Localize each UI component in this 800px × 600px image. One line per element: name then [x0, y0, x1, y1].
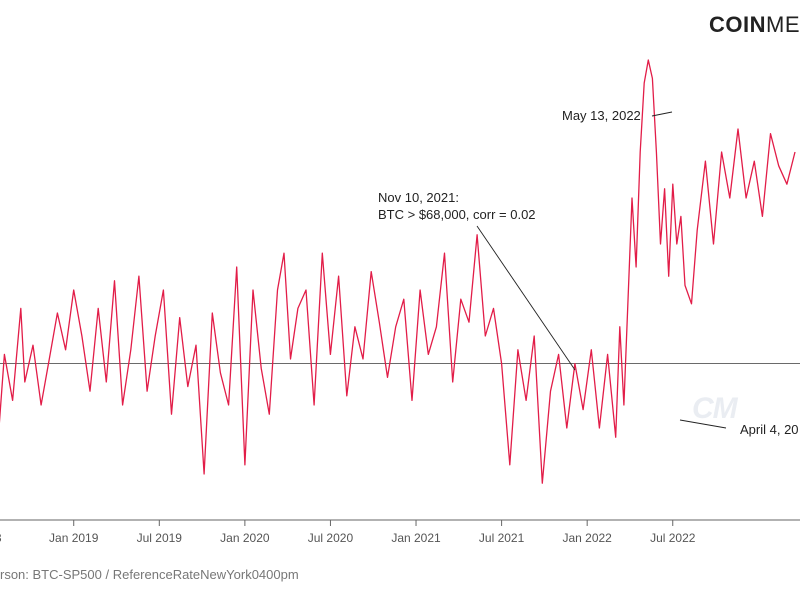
- annotation-peak: May 13, 2022: [562, 108, 641, 125]
- chart-container: 2018 Jan 2019 Jul 2019 Jan 2020 Jul 2020 Jan …: [0, 0, 800, 600]
- watermark: CM: [692, 392, 737, 426]
- correlation-line-chart: 2018 Jan 2019 Jul 2019 Jan 2020 Jul 2020 Jan …: [0, 0, 800, 600]
- svg-text:Jan 2022: Jan 2022: [562, 531, 612, 545]
- svg-text:Jan 2020: Jan 2020: [220, 531, 270, 545]
- svg-text:Jul 2019: Jul 2019: [137, 531, 183, 545]
- svg-text:Jul 2020: Jul 2020: [308, 531, 354, 545]
- svg-text:Jul 2021: Jul 2021: [479, 531, 525, 545]
- svg-text:2018: 2018: [0, 531, 2, 545]
- svg-text:Jul 2022: Jul 2022: [650, 531, 696, 545]
- brand-logo: COINME: [709, 12, 800, 38]
- brand-rest: ME: [766, 12, 800, 37]
- annotation-april: April 4, 20: [740, 422, 799, 439]
- brand-bold: COIN: [709, 12, 766, 37]
- svg-text:Jan 2019: Jan 2019: [49, 531, 99, 545]
- annotation-nov: Nov 10, 2021: BTC > $68,000, corr = 0.02: [378, 190, 536, 224]
- svg-text:Jan 2021: Jan 2021: [391, 531, 441, 545]
- source-text: rson: BTC-SP500 / ReferenceRateNewYork04…: [0, 567, 299, 582]
